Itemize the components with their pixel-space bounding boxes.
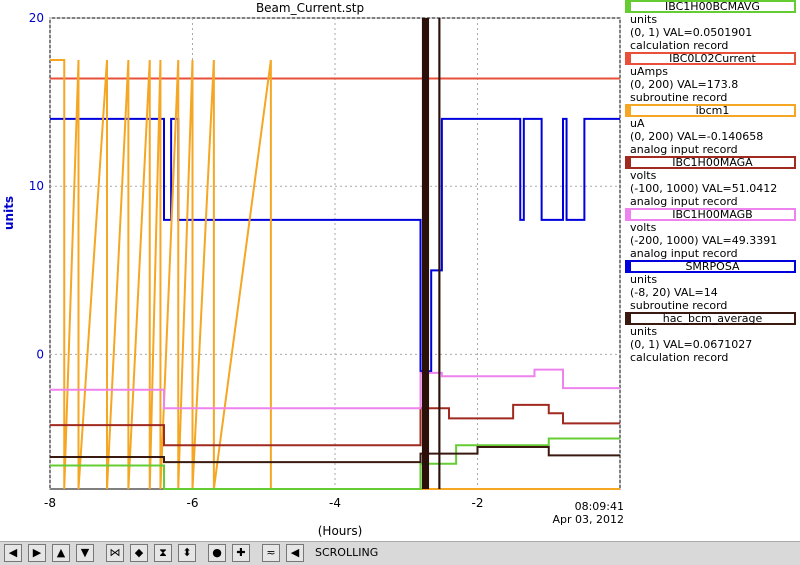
- arrow-up-icon[interactable]: ▲: [52, 544, 70, 562]
- legend-name: SMRPOSA: [625, 260, 796, 273]
- zoom-in-y-icon[interactable]: ⧗: [154, 544, 172, 562]
- legend-detail: calculation record: [630, 39, 729, 52]
- plot-title: Beam_Current.stp: [255, 1, 365, 15]
- zoom-in-x-icon[interactable]: ⋈: [106, 544, 124, 562]
- plus-icon[interactable]: ✚: [232, 544, 250, 562]
- x-tick-label: -2: [472, 496, 484, 510]
- series-line: [50, 117, 620, 373]
- x-tick-label: -8: [44, 496, 56, 510]
- legend-detail: units: [630, 325, 658, 338]
- legend-detail: (-8, 20) VAL=14: [630, 286, 718, 299]
- zoom-out-x-icon[interactable]: ◆: [130, 544, 148, 562]
- legend-detail: analog input record: [630, 195, 738, 208]
- legend-detail: uA: [630, 117, 645, 130]
- legend-detail: analog input record: [630, 247, 738, 260]
- arrow-left-icon[interactable]: ◀: [4, 544, 22, 562]
- legend-detail: calculation record: [630, 351, 729, 364]
- y-tick-label: 0: [36, 347, 44, 361]
- legend-detail: (-100, 1000) VAL=51.0412: [630, 182, 778, 195]
- y-tick-label: 10: [29, 179, 44, 193]
- autoscale-icon[interactable]: ≂: [262, 544, 280, 562]
- y-tick-label: 20: [29, 11, 44, 25]
- timestamp: 08:09:41 Apr 03, 2012: [540, 500, 624, 526]
- legend-detail: volts: [630, 221, 657, 234]
- center-icon[interactable]: ●: [208, 544, 226, 562]
- status-label: SCROLLING: [315, 546, 379, 559]
- legend-detail: units: [630, 273, 658, 286]
- series-band: [438, 18, 441, 489]
- legend-detail: volts: [630, 169, 657, 182]
- plot-area[interactable]: -8 -6 -4 -2 0 10 20: [0, 0, 625, 541]
- legend-detail: analog input record: [630, 143, 738, 156]
- legend-detail: units: [630, 13, 658, 26]
- zoom-out-y-icon[interactable]: ⬍: [178, 544, 196, 562]
- legend-detail: uAmps: [630, 65, 668, 78]
- y-axis-label: units: [2, 195, 16, 230]
- series-line: [50, 59, 620, 490]
- series-band: [421, 18, 430, 489]
- legend-detail: (0, 200) VAL=173.8: [630, 78, 739, 91]
- series-line: [50, 445, 620, 464]
- legend-detail: (-200, 1000) VAL=49.3391: [630, 234, 778, 247]
- x-tick-label: -4: [329, 496, 341, 510]
- legend-name: IBC1H00MAGA: [625, 156, 796, 169]
- legend-detail: (0, 1) VAL=0.0671027: [630, 338, 753, 351]
- legend-name: hac_bcm_average: [625, 312, 796, 325]
- x-axis-label: (Hours): [317, 524, 363, 538]
- legend-name: IBC0L02Current: [625, 52, 796, 65]
- legend-name: ibcm1: [625, 104, 796, 117]
- timestamp-date: Apr 03, 2012: [552, 513, 624, 526]
- legend-detail: (0, 200) VAL=-0.140658: [630, 130, 764, 143]
- timestamp-time: 08:09:41: [574, 500, 624, 513]
- series-line: [50, 368, 620, 410]
- toolbar: ◀ ▶ ▲ ▼ ⋈ ◆ ⧗ ⬍ ● ✚ ≂ ◀ SCROLLING: [0, 541, 800, 565]
- series-line: [50, 403, 620, 447]
- legend-name: IBC1H00MAGB: [625, 208, 796, 221]
- arrow-right-icon[interactable]: ▶: [28, 544, 46, 562]
- undo-icon[interactable]: ◀: [286, 544, 304, 562]
- legend-detail: subroutine record: [630, 91, 728, 104]
- x-tick-label: -6: [187, 496, 199, 510]
- legend-name: IBC1H00BCMAVG: [625, 0, 796, 13]
- legend-detail: (0, 1) VAL=0.0501901: [630, 26, 753, 39]
- arrow-down-icon[interactable]: ▼: [76, 544, 94, 562]
- legend-detail: subroutine record: [630, 299, 728, 312]
